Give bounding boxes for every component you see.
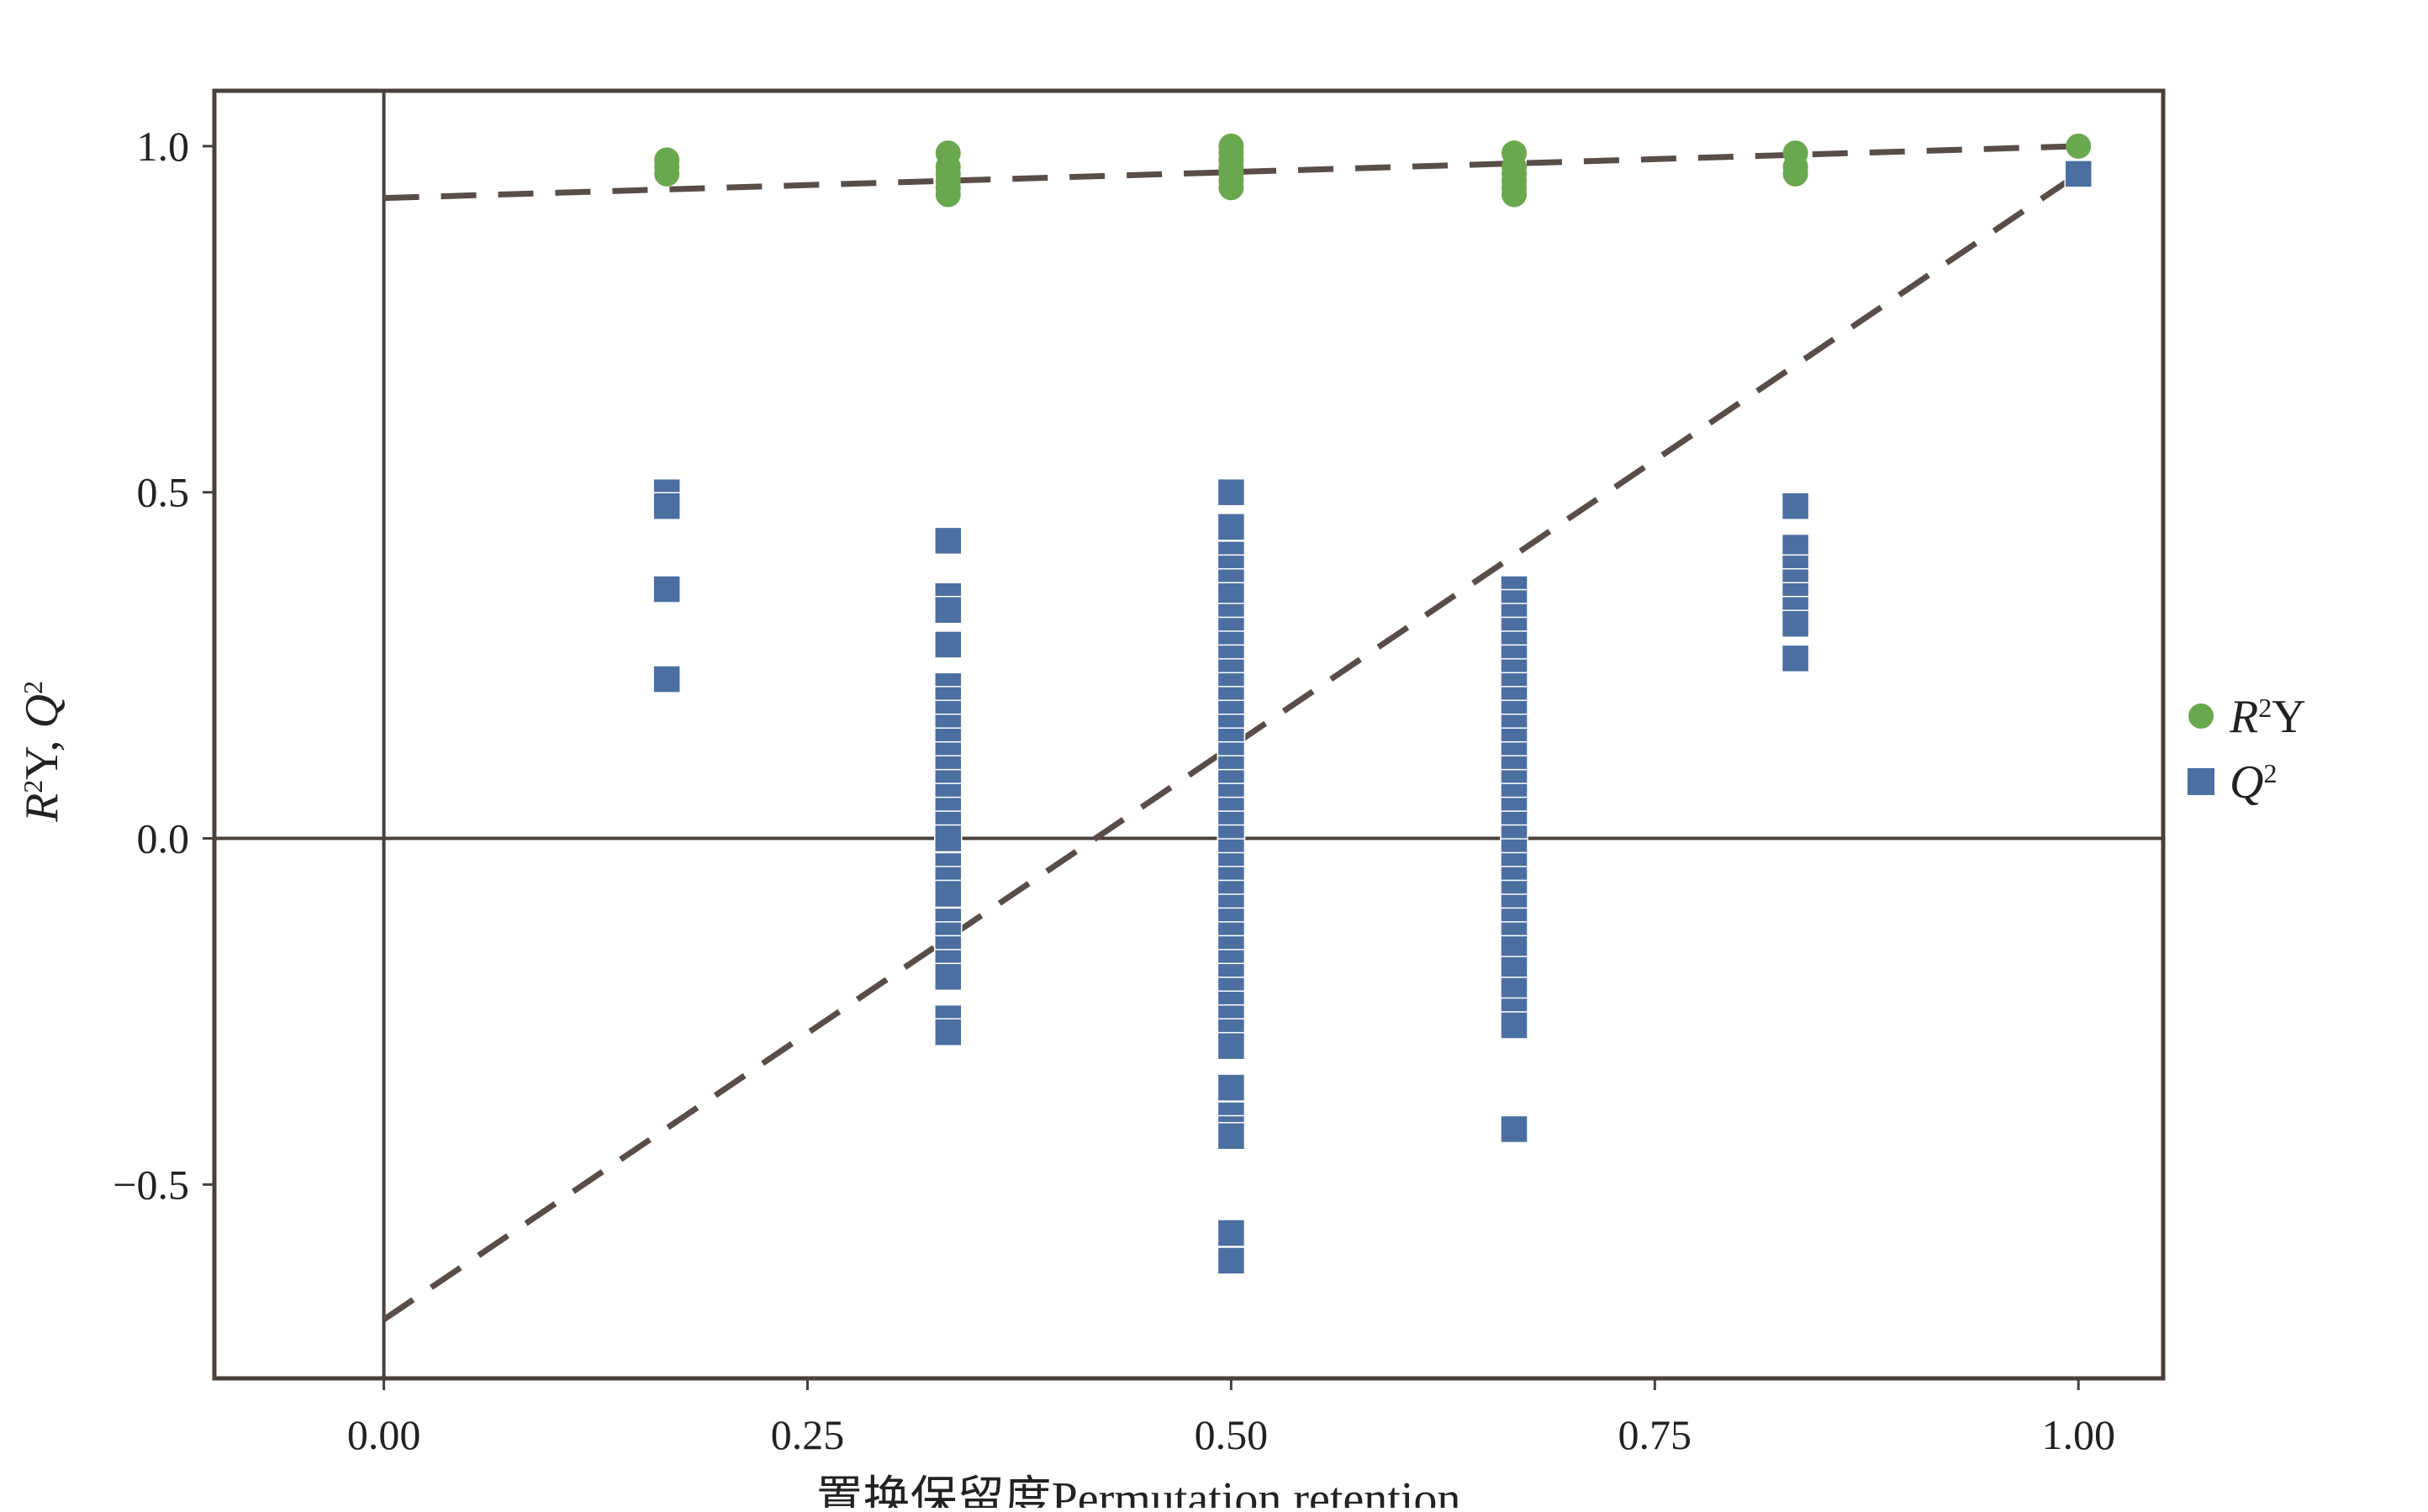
point-q2 <box>934 962 963 992</box>
point-q2 <box>934 1018 963 1046</box>
legend-marker-r2y <box>2188 703 2214 729</box>
point-r2y <box>1782 161 1808 187</box>
point-q2 <box>2064 160 2093 188</box>
legend-item-q2: Q2 <box>2188 756 2277 809</box>
y-axis-ticks: −0.5 0.0 0.5 1.0 <box>113 123 214 1208</box>
x-tick-label: 0.00 <box>347 1411 421 1458</box>
point-r2y <box>935 182 961 208</box>
point-r2y <box>654 161 680 187</box>
point-q2 <box>1217 1121 1246 1151</box>
x-tick-label: 0.25 <box>771 1411 845 1458</box>
x-tick-label: 0.50 <box>1195 1411 1269 1458</box>
point-r2y <box>1502 182 1528 208</box>
point-q2 <box>1781 609 1810 638</box>
point-q2 <box>1217 1246 1246 1275</box>
point-q2 <box>1781 492 1810 520</box>
legend-label-r2y: R2Y <box>2229 691 2306 743</box>
point-q2 <box>934 824 963 853</box>
reference-lines <box>214 91 2163 1378</box>
point-q2 <box>652 492 681 520</box>
point-q2 <box>1217 1073 1246 1102</box>
point-r2y <box>2066 133 2092 159</box>
y-axis-title: R2Y, Q2 <box>16 681 68 823</box>
point-q2 <box>1781 644 1810 673</box>
legend-label-q2: Q2 <box>2230 756 2277 809</box>
point-r2y <box>1218 175 1244 201</box>
point-q2 <box>1500 1011 1528 1040</box>
x-axis-title: 置换保留度Permutation retention <box>816 1473 1461 1508</box>
point-q2 <box>934 879 963 909</box>
point-q2 <box>934 595 963 624</box>
series-q2 <box>652 160 2093 1275</box>
y-tick-label: 0.5 <box>137 469 190 516</box>
x-tick-label: 0.75 <box>1618 1411 1692 1458</box>
y-tick-label: 1.0 <box>137 123 190 170</box>
x-tick-label: 1.00 <box>2041 1411 2115 1458</box>
x-axis-ticks: 0.00 0.25 0.50 0.75 1.00 <box>347 1378 2115 1458</box>
y-tick-label: −0.5 <box>113 1161 189 1208</box>
point-q2 <box>1217 477 1246 507</box>
point-q2 <box>1217 513 1246 541</box>
legend-item-r2y: R2Y <box>2188 691 2306 743</box>
point-q2 <box>652 665 681 693</box>
point-q2 <box>934 526 963 556</box>
y-tick-label: 0.0 <box>137 815 190 862</box>
point-q2 <box>1500 1114 1528 1144</box>
point-q2 <box>934 630 963 659</box>
point-q2 <box>1217 1031 1246 1061</box>
point-q2 <box>1217 1219 1246 1247</box>
series-r2y <box>654 133 2092 208</box>
data-points <box>652 133 2093 1275</box>
legend-marker-q2 <box>2188 768 2214 795</box>
point-q2 <box>652 575 681 603</box>
plot-frame <box>212 88 2166 1381</box>
